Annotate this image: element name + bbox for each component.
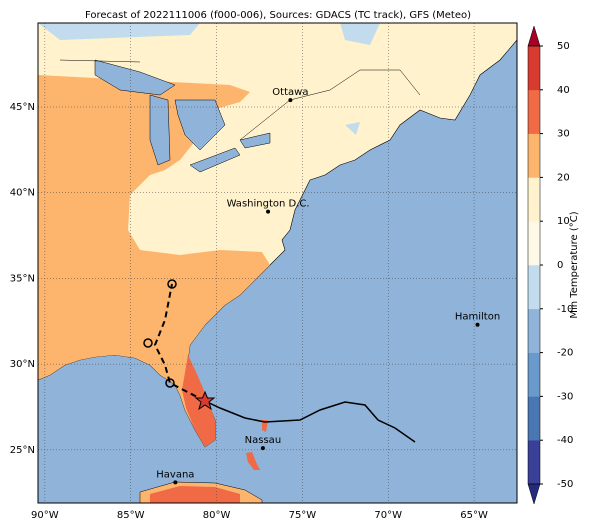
- colorbar-under: [527, 483, 541, 505]
- cold-patch: [38, 23, 380, 135]
- colorbar-band: [528, 265, 540, 310]
- track: [204, 400, 416, 443]
- lon-label: 80°W: [203, 510, 231, 521]
- colorbar-band: [528, 89, 540, 134]
- city-dot: [288, 98, 293, 103]
- city-label: Nassau: [245, 435, 282, 446]
- colorbar-band: [528, 221, 540, 266]
- colorbar-tick-label: 30: [557, 129, 570, 140]
- colorbar-band: [528, 440, 540, 485]
- warm-region: [38, 75, 270, 447]
- map: Ottawa Washington D.C. Hamilton Nassau Havan…: [38, 23, 517, 503]
- colorbar-tick-label: 20: [557, 172, 570, 183]
- city-label: Hamilton: [455, 312, 500, 323]
- lat-label: 45°N: [10, 102, 35, 113]
- lon-label: 70°W: [374, 510, 402, 521]
- city-label: Washington D.C.: [227, 199, 310, 210]
- city-dot: [173, 480, 178, 485]
- colorbar-tick-label: 50: [557, 41, 570, 52]
- colorbar-band: [528, 46, 540, 91]
- colorbar-tick-label: -20: [557, 348, 573, 359]
- city-label: Havana: [156, 469, 194, 480]
- lon-label: 65°W: [460, 510, 488, 521]
- colorbar-label: Min Temperature (°C): [569, 211, 580, 318]
- bahamas: [246, 420, 268, 470]
- track-point: [143, 338, 153, 348]
- colorbar-band: [528, 177, 540, 222]
- lat-label: 25°N: [10, 445, 35, 456]
- colorbar-over: [527, 25, 541, 47]
- map-frame: [37, 22, 518, 504]
- colorbar-tick-label: 40: [557, 85, 570, 96]
- lon-label: 75°W: [289, 510, 317, 521]
- lat-label: 35°N: [10, 273, 35, 284]
- lon-label: 90°W: [31, 510, 59, 521]
- colorbar-tick-label: -30: [557, 391, 573, 402]
- track-point: [167, 279, 177, 289]
- colorbar-band: [528, 133, 540, 178]
- colorbar-tick-label: 10: [557, 216, 570, 227]
- colorbar-tick-label: -10: [557, 304, 573, 315]
- city-dot: [475, 322, 480, 327]
- city-label: Ottawa: [272, 87, 308, 98]
- colorbar-band: [528, 308, 540, 353]
- colorbar-tick-label: -40: [557, 435, 573, 446]
- colorbar-tick-label: 0: [557, 260, 563, 271]
- city-dot: [260, 446, 265, 451]
- track-point: [165, 378, 175, 388]
- lat-label: 40°N: [10, 188, 35, 199]
- forecast-track: [153, 283, 206, 402]
- storm-star: [194, 390, 216, 411]
- hot-region: [182, 355, 215, 447]
- city-dot: [266, 209, 271, 214]
- lakes: [94, 59, 271, 173]
- colorbar-tick-label: -50: [557, 479, 573, 490]
- lat-label: 30°N: [10, 359, 35, 370]
- colorbar-band: [528, 396, 540, 441]
- border: [59, 59, 421, 141]
- lon-label: 85°W: [117, 510, 145, 521]
- cuba-hot: [150, 486, 240, 503]
- colorbar-band: [528, 352, 540, 397]
- title: Forecast of 2022111006 (f000-006), Sourc…: [85, 10, 471, 21]
